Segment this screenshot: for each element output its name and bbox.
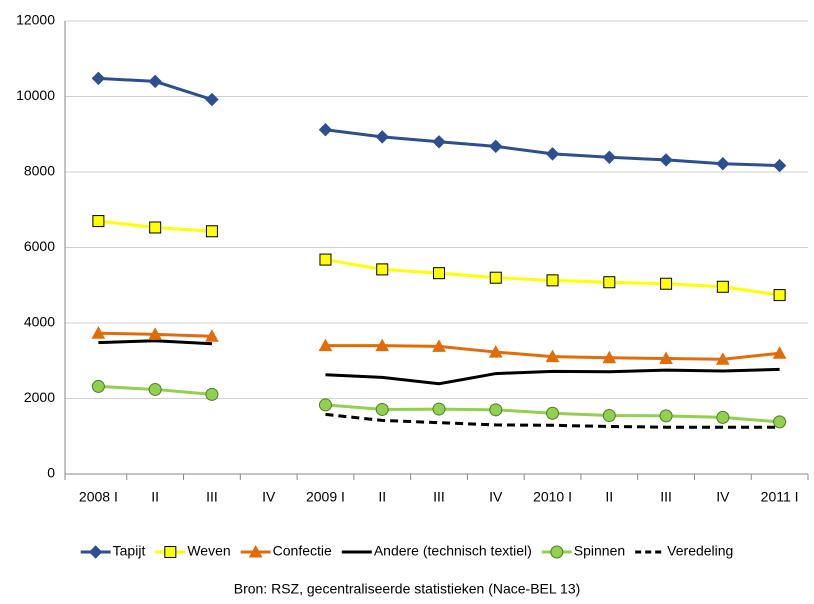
data-point [148,382,162,396]
data-point [716,156,730,171]
data-point [375,338,390,352]
data-point [772,158,787,173]
series-line [325,412,780,429]
data-point [91,379,105,393]
data-point [603,276,616,289]
y-tick-label: 10000 [16,87,55,103]
source-note: Bron: RSZ, gecentraliseerde statistieken… [234,581,581,597]
data-point [319,253,332,266]
data-point [602,350,617,364]
y-tick-label: 8000 [24,163,55,179]
data-point [148,74,162,89]
data-point [148,327,162,340]
data-point [375,402,389,416]
legend-label: Andere (technisch textiel) [374,543,532,559]
data-point [489,271,502,284]
data-point [318,123,333,137]
x-tick-label: II [605,489,613,505]
legend-label: Tapijt [113,543,146,559]
data-point [546,274,559,287]
x-tick-label: III [206,489,218,505]
data-point [773,289,786,302]
x-tick-label: 2009 I [306,489,345,505]
legend-marker [164,546,177,558]
data-point [773,415,787,429]
series-line [98,339,780,386]
data-point [91,71,106,86]
data-point [488,345,503,358]
data-point [318,338,333,352]
y-tick-label: 4000 [24,314,55,330]
y-tick-label: 2000 [24,389,55,405]
x-tick-label: III [660,489,672,505]
data-point [772,346,787,359]
legend-marker [550,545,564,559]
data-point [659,409,673,423]
data-point [205,225,218,238]
legend-label: Weven [187,543,230,559]
data-point [205,387,219,401]
data-point [660,277,673,290]
y-tick-label: 12000 [16,12,55,28]
x-tick-label: IV [262,489,276,505]
legend-label: Spinnen [574,543,625,559]
data-point [375,130,389,144]
data-point [205,329,219,342]
legend-label: Veredeling [667,543,733,559]
data-point [432,402,446,416]
data-point [659,153,673,167]
data-point [205,92,219,107]
y-tick-label: 6000 [24,238,55,254]
series-line [98,76,780,168]
data-point [92,215,105,228]
data-point [149,221,162,234]
legend-marker [248,544,263,558]
x-tick-label: 2008 I [79,489,118,505]
data-point [489,403,503,417]
y-tick-label: 0 [47,465,55,481]
x-tick-label: III [433,489,445,505]
x-tick-label: 2010 I [533,489,572,505]
x-tick-label: II [378,489,386,505]
data-point [318,398,332,412]
series-line [98,219,780,297]
data-point [432,339,446,352]
legend-label: Confectie [273,543,332,559]
legend-marker [88,545,103,559]
data-point [546,406,560,420]
data-point [489,139,503,154]
data-point [545,349,560,363]
legend: Tapijt Weven Confectie Andere (technisch te… [80,543,733,559]
data-point [602,408,616,422]
data-point [716,352,730,365]
x-tick-label: IV [489,489,503,505]
data-point [432,135,446,149]
data-point [602,150,617,164]
data-point [716,410,730,424]
data-point [716,280,729,293]
x-tick-label: II [151,489,159,505]
data-point [376,263,389,276]
x-tick-label: IV [716,489,730,505]
data-point [659,351,673,364]
data-point [91,326,106,339]
data-point [433,267,445,280]
x-tick-label: 2011 I [761,489,799,505]
data-point [545,147,560,161]
